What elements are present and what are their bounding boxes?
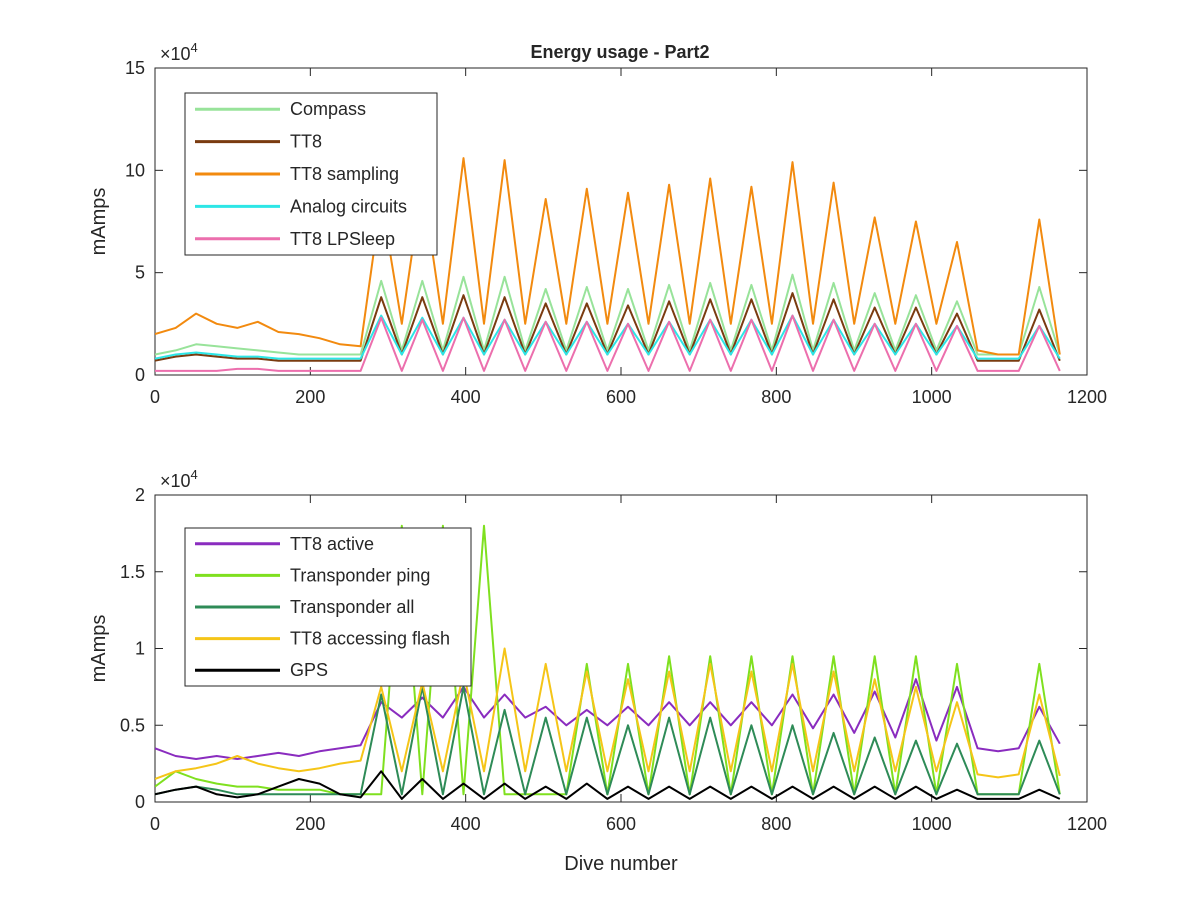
legend-label: TT8	[290, 132, 322, 152]
x-tick-label: 600	[606, 814, 636, 834]
legend-label: TT8 sampling	[290, 164, 399, 184]
x-tick-label: 0	[150, 387, 160, 407]
x-tick-label: 0	[150, 814, 160, 834]
legend: Compass TT8 TT8 sampling Analog circuits TT8…	[184, 92, 438, 256]
series-group	[155, 157, 1061, 372]
x-tick-label: 400	[451, 387, 481, 407]
y-exponent-power: 4	[191, 40, 198, 55]
top-axes: 0 200 400 600 800 1000 1200051015×104mAmpsComp…	[88, 40, 1107, 407]
legend-label: Transponder ping	[290, 565, 430, 585]
x-tick-label: 800	[761, 814, 791, 834]
y-tick-label: 2	[135, 485, 145, 505]
bottom-axes: 0 200 400 600 800 1000 120000.511.52×104mAmpsD…	[88, 467, 1107, 875]
x-tick-label: 800	[761, 387, 791, 407]
legend-label: Transponder all	[290, 597, 414, 617]
legend-label: TT8 LPSleep	[290, 229, 395, 249]
series-line-4	[155, 314, 1061, 360]
y-tick-label: 5	[135, 263, 145, 283]
x-tick-label: 200	[295, 814, 325, 834]
y-tick-label: 1	[135, 639, 145, 659]
y-exponent-power: 4	[191, 467, 198, 482]
x-tick-label: 400	[451, 814, 481, 834]
x-tick-label: 1000	[912, 814, 952, 834]
y-tick-label: 10	[125, 160, 145, 180]
x-tick-label: 200	[295, 387, 325, 407]
legend-label: TT8 accessing flash	[290, 629, 450, 649]
legend-label: GPS	[290, 660, 328, 680]
series-line-3	[155, 685, 1061, 796]
series-line-5	[155, 314, 1061, 372]
legend-label: Analog circuits	[290, 196, 407, 216]
series-group	[155, 524, 1061, 800]
y-tick-label: 1.5	[120, 562, 145, 582]
legend-label: Compass	[290, 99, 366, 119]
y-tick-label: 15	[125, 58, 145, 78]
legend: TT8 active Transponder ping Transponder al…	[184, 527, 472, 687]
series-line-1	[155, 273, 1061, 356]
x-tick-label: 1200	[1067, 387, 1107, 407]
y-tick-label: 0	[135, 792, 145, 812]
series-line-3	[155, 157, 1061, 356]
series-line-5	[155, 770, 1061, 800]
legend-label: TT8 active	[290, 534, 374, 554]
series-line-4	[155, 647, 1061, 780]
x-tick-label: 1000	[912, 387, 952, 407]
y-tick-label: 0	[135, 365, 145, 385]
x-tick-label: 600	[606, 387, 636, 407]
x-axis-label: Dive number	[564, 853, 678, 875]
y-axis-label: mAmps	[88, 188, 110, 256]
y-tick-label: 0.5	[120, 715, 145, 735]
x-tick-label: 1200	[1067, 814, 1107, 834]
y-axis-label: mAmps	[88, 615, 110, 683]
figure-title: Energy usage - Part2	[530, 42, 709, 62]
